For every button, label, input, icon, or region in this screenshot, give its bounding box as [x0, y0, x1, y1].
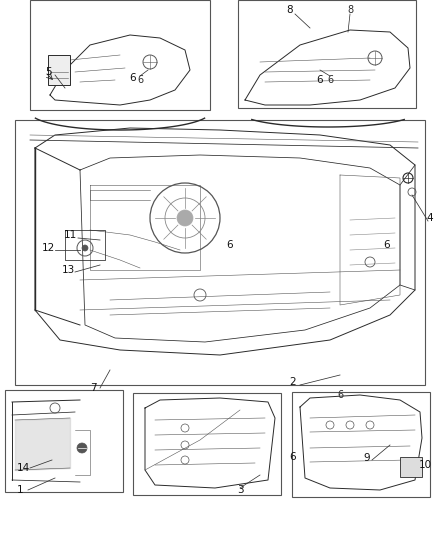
Text: 3: 3 [237, 485, 244, 495]
FancyBboxPatch shape [5, 390, 123, 492]
Text: 6: 6 [384, 240, 390, 250]
FancyBboxPatch shape [30, 0, 210, 110]
FancyBboxPatch shape [400, 457, 422, 477]
Text: 14: 14 [16, 463, 30, 473]
Text: 11: 11 [64, 230, 77, 240]
Text: 8: 8 [347, 5, 353, 15]
FancyBboxPatch shape [292, 392, 430, 497]
Circle shape [177, 210, 193, 226]
Text: 6: 6 [137, 75, 143, 85]
Text: 6: 6 [317, 75, 323, 85]
Text: 10: 10 [418, 460, 431, 470]
Text: 7: 7 [90, 383, 96, 393]
Text: 6: 6 [227, 240, 233, 250]
Text: 6: 6 [337, 390, 343, 400]
FancyBboxPatch shape [15, 120, 425, 385]
Text: 12: 12 [41, 243, 55, 253]
FancyBboxPatch shape [238, 0, 416, 108]
Text: 4: 4 [427, 213, 433, 223]
Text: 5: 5 [45, 67, 51, 77]
Text: 9: 9 [364, 453, 370, 463]
Text: 8: 8 [287, 5, 293, 15]
Text: 6: 6 [130, 73, 136, 83]
FancyBboxPatch shape [133, 393, 281, 495]
FancyBboxPatch shape [48, 55, 70, 85]
Circle shape [77, 443, 87, 453]
Text: 13: 13 [61, 265, 74, 275]
Text: 2: 2 [290, 377, 297, 387]
Text: 6: 6 [290, 452, 297, 462]
Circle shape [82, 245, 88, 251]
Text: 6: 6 [327, 75, 333, 85]
Text: 1: 1 [17, 485, 23, 495]
